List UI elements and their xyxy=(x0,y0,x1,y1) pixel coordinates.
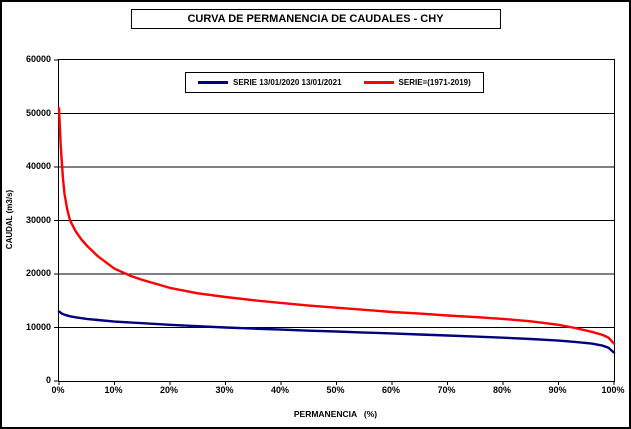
y-tick-label: 30000 xyxy=(25,214,51,225)
legend-label-serie-1971-2019: SERIE=(1971-2019) xyxy=(398,78,471,87)
plot-svg xyxy=(54,59,616,385)
x-axis-tick-labels: 0% 10% 20% 30% 40% 50% 60% 70% 80% 90% 100% xyxy=(51,385,624,397)
x-tick-label: 100% xyxy=(601,385,625,395)
legend-label-serie-2020-2021: SERIE 13/01/2020 13/01/2021 xyxy=(233,78,342,87)
legend-item-serie-2020-2021: SERIE 13/01/2020 13/01/2021 xyxy=(198,78,342,87)
y-tick-label: 0 xyxy=(45,375,51,385)
y-axis-tick-labels: 0 10000 20000 30000 40000 50000 60000 xyxy=(2,54,51,385)
x-tick-label: 50% xyxy=(326,385,345,395)
x-tick-label: 70% xyxy=(437,385,456,395)
chart-legend: SERIE 13/01/2020 13/01/2021 SERIE=(1971-… xyxy=(185,72,484,93)
x-tick-label: 30% xyxy=(215,385,234,395)
x-tick-label: 10% xyxy=(104,385,123,395)
y-tick-label: 40000 xyxy=(25,161,51,171)
y-tick-label: 60000 xyxy=(25,54,51,64)
x-tick-label: 20% xyxy=(159,385,178,395)
serie-2020-2021-line-swatch xyxy=(198,81,228,84)
x-tick-label: 90% xyxy=(548,385,567,395)
x-tick-label: 0% xyxy=(51,385,65,395)
serie-1971-2019-line-swatch xyxy=(363,81,394,84)
y-tick-label: 10000 xyxy=(25,321,51,332)
x-axis-title: PERMANENCIA (%) xyxy=(293,409,378,419)
legend-item-serie-1971-2019: SERIE=(1971-2019) xyxy=(363,78,471,87)
y-tick-label: 50000 xyxy=(25,107,51,118)
x-tick-label: 80% xyxy=(492,385,511,395)
plot-area: SERIE 13/01/2020 13/01/2021 SERIE=(1971-… xyxy=(54,59,616,385)
x-tick-label: 40% xyxy=(270,385,289,395)
chart-title: CURVA DE PERMANENCIA DE CAUDALES - CHY xyxy=(130,9,501,29)
series-line-1 xyxy=(57,107,616,345)
x-tick-label: 60% xyxy=(381,385,400,395)
series-line-0 xyxy=(57,310,616,354)
y-tick-label: 20000 xyxy=(25,268,51,278)
